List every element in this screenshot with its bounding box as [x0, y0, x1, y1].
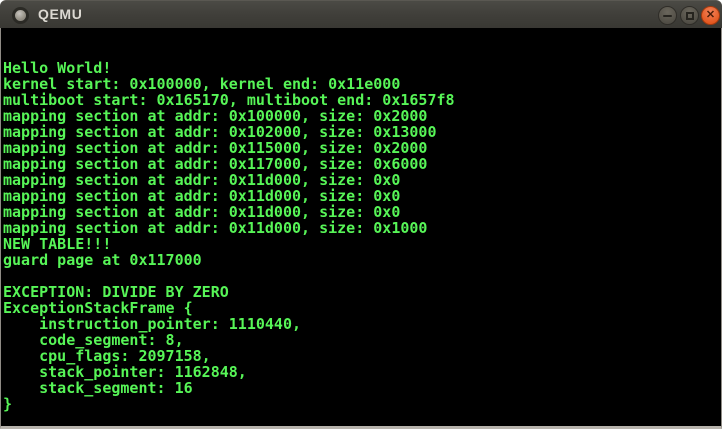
close-icon: ✕ [705, 9, 716, 21]
console-line: stack_pointer: 1162848, [3, 363, 247, 381]
console-line: mapping section at addr: 0x117000, size:… [3, 155, 428, 173]
console-line: cpu_flags: 2097158, [3, 347, 211, 365]
console-line [3, 28, 721, 44]
console-line: code_segment: 8, [3, 331, 184, 349]
console-line: ExceptionStackFrame { [3, 299, 193, 317]
console-line: EXCEPTION: DIVIDE BY ZERO [3, 283, 229, 301]
window-title: QEMU [38, 6, 83, 22]
console-line: mapping section at addr: 0x11d000, size:… [3, 203, 401, 221]
console-line: multiboot start: 0x165170, multiboot end… [3, 91, 455, 109]
console-line: mapping section at addr: 0x11d000, size:… [3, 219, 428, 237]
minimize-icon [663, 15, 672, 17]
console-line: stack_segment: 16 [3, 379, 193, 397]
console-line: Hello World! [3, 59, 112, 77]
maximize-button[interactable] [680, 6, 699, 25]
console-line: NEW TABLE!!! [3, 235, 112, 253]
console-line: mapping section at addr: 0x115000, size:… [3, 139, 428, 157]
maximize-icon [686, 12, 694, 20]
window-dot-icon [12, 7, 29, 24]
vga-console-display[interactable]: Hello World! kernel start: 0x100000, ker… [0, 28, 722, 429]
titlebar[interactable]: QEMU ✕ [0, 0, 722, 28]
console-line: } [3, 395, 13, 413]
console-line: mapping section at addr: 0x100000, size:… [3, 107, 428, 125]
console-line [3, 268, 721, 284]
console-line: guard page at 0x117000 [3, 251, 202, 269]
console-line [3, 44, 721, 60]
console-line: mapping section at addr: 0x11d000, size:… [3, 171, 401, 189]
close-button[interactable]: ✕ [701, 6, 720, 25]
console-line: kernel start: 0x100000, kernel end: 0x11… [3, 75, 401, 93]
minimize-button[interactable] [658, 6, 677, 25]
console-line: mapping section at addr: 0x11d000, size:… [3, 187, 401, 205]
console-line: instruction_pointer: 1110440, [3, 315, 302, 333]
console-line: mapping section at addr: 0x102000, size:… [3, 123, 437, 141]
